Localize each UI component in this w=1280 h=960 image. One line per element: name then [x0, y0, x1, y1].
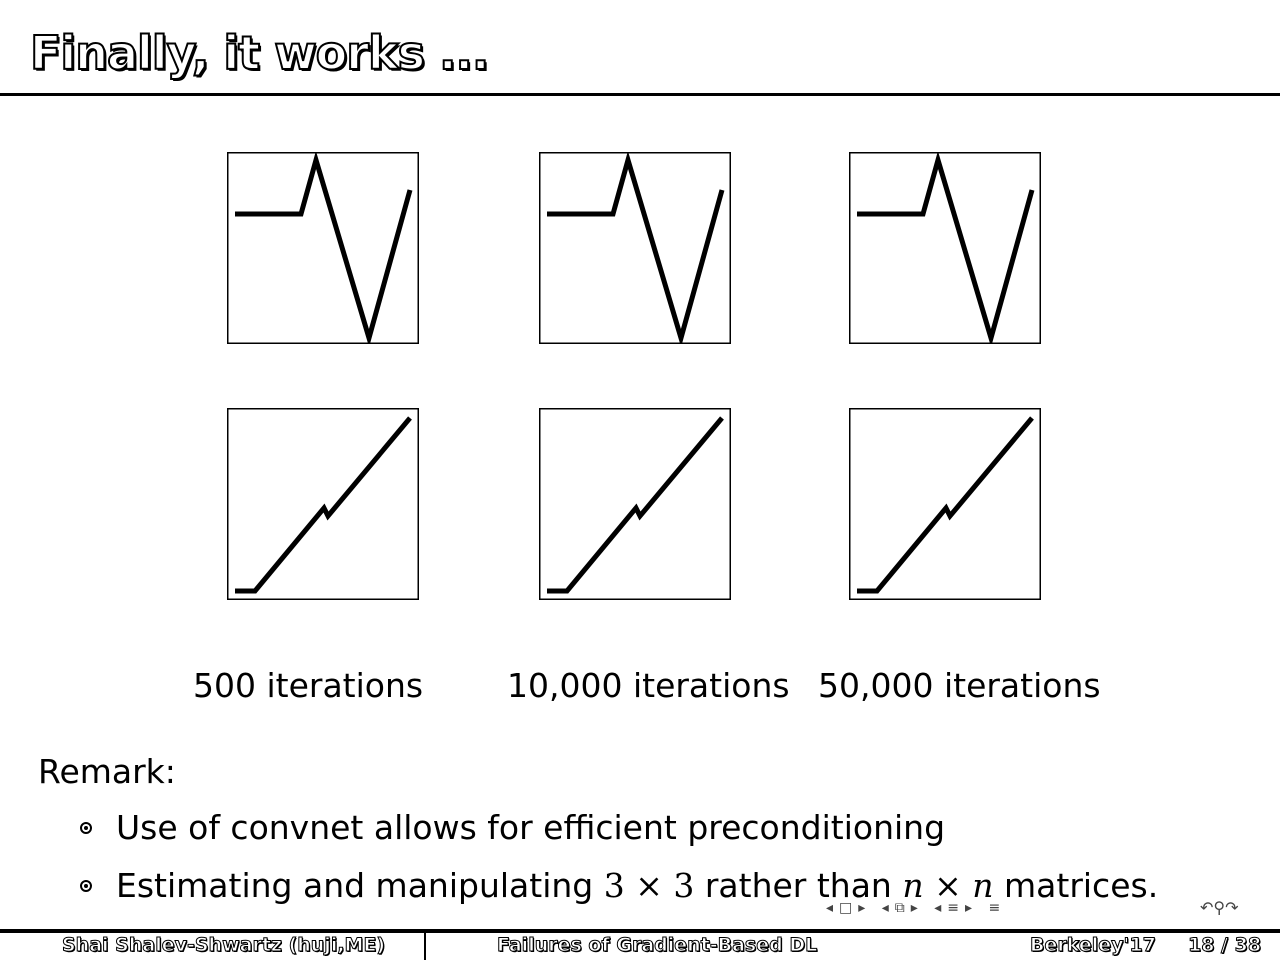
beamer-nav-symbols[interactable]: ◂□▸ ◂⧉▸ ◂≡▸ ≡ — [826, 900, 1006, 916]
footer-separator — [424, 933, 426, 960]
bullet-text-part: Estimating and manipulating — [116, 866, 604, 905]
curve-line — [235, 152, 413, 344]
plot-bottom-10000 — [539, 408, 731, 600]
caption-500: 500 iterations — [193, 666, 424, 705]
math-term: n — [902, 866, 924, 905]
plot-frame — [849, 152, 1041, 344]
plot-bottom-500-svg — [227, 408, 419, 600]
curve-line — [857, 416, 1034, 594]
plot-top-10000 — [539, 152, 731, 344]
nav-section-prev-icon[interactable]: ◂ — [934, 900, 948, 916]
curve-line — [547, 152, 725, 344]
bullet-icon — [80, 880, 92, 892]
nav-subsection-icon[interactable]: ⧉ — [894, 900, 911, 916]
math-times: × — [923, 866, 973, 905]
plot-frame — [539, 408, 731, 600]
footer-author: Shai Shalev-Shwartz (huji,ME) — [61, 934, 386, 957]
plot-frame — [227, 408, 419, 600]
nav-section-icon[interactable]: ≡ — [947, 900, 966, 916]
caption-10000: 10,000 iterations — [507, 666, 790, 705]
nav-search-icon[interactable]: ⚲ — [1213, 898, 1226, 917]
math-expr-3x3: 3 × 3 — [604, 866, 695, 905]
beamer-nav-search[interactable]: ↶⚲↷ — [1200, 898, 1239, 917]
math-times: × — [624, 866, 674, 905]
remark-heading: Remark: — [38, 752, 176, 791]
math-term: 3 — [673, 866, 695, 905]
plot-bottom-50000 — [849, 408, 1041, 600]
plot-top-500-svg — [227, 152, 419, 344]
plot-top-50000-svg — [849, 152, 1041, 344]
bullet-text-part: rather than — [694, 866, 903, 905]
slide-footer: Shai Shalev-Shwartz (huji,ME) Failures o… — [0, 929, 1280, 960]
math-expr-nxn: n × n — [902, 866, 993, 905]
plot-bottom-50000-svg — [849, 408, 1041, 600]
curve-line — [547, 416, 724, 594]
nav-subsection-prev-icon[interactable]: ◂ — [881, 900, 895, 916]
nav-frame-next-icon[interactable]: ▸ — [858, 900, 872, 916]
nav-frame-icon[interactable]: □ — [839, 900, 859, 916]
plot-top-10000-svg — [539, 152, 731, 344]
nav-frame-prev-icon[interactable]: ◂ — [826, 900, 840, 916]
plot-top-500 — [227, 152, 419, 344]
footer-rule — [0, 929, 1280, 933]
bullet-text: Estimating and manipulating 3 × 3 rather… — [116, 866, 1158, 905]
bullet-icon — [80, 822, 92, 834]
nav-forward-icon[interactable]: ↷ — [1225, 898, 1239, 917]
nav-section-next-icon[interactable]: ▸ — [965, 900, 979, 916]
plot-frame — [539, 152, 731, 344]
math-term: 3 — [603, 866, 625, 905]
slide-title: Finally, it works ... — [29, 26, 490, 80]
plot-bottom-500 — [227, 408, 419, 600]
plot-bottom-10000-svg — [539, 408, 731, 600]
plot-frame — [849, 408, 1041, 600]
curve-line — [857, 152, 1035, 344]
title-divider — [0, 93, 1280, 96]
nav-subsection-next-icon[interactable]: ▸ — [910, 900, 924, 916]
footer-talk-title: Failures of Gradient-Based DL — [496, 934, 818, 957]
plot-top-50000 — [849, 152, 1041, 344]
math-term: n — [972, 866, 994, 905]
curve-line — [235, 416, 412, 594]
bullet-text: Use of convnet allows for efficient prec… — [116, 808, 946, 847]
footer-venue: Berkeley'17 — [1030, 934, 1157, 957]
nav-appendix-icon[interactable]: ≡ — [988, 900, 1007, 916]
caption-50000: 50,000 iterations — [818, 666, 1101, 705]
footer-page-number: 18 / 38 — [1187, 934, 1262, 957]
bullet-text-part: matrices. — [993, 866, 1159, 905]
nav-back-icon[interactable]: ↶ — [1200, 898, 1214, 917]
plot-frame — [227, 152, 419, 344]
